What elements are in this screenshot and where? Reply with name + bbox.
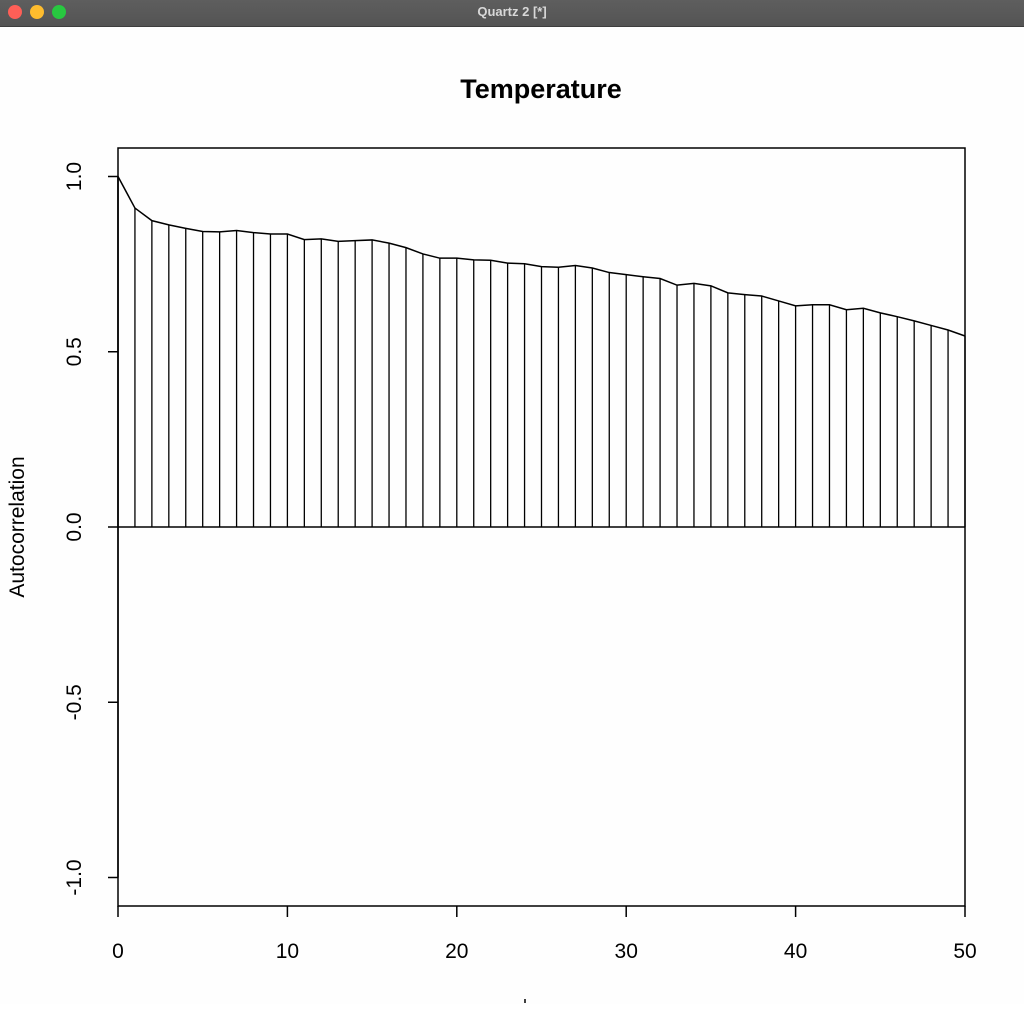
x-tick-label: 0 — [112, 940, 124, 963]
y-tick-label: 0.5 — [63, 337, 86, 366]
zoom-window-button[interactable] — [52, 5, 66, 19]
x-tick-label: 30 — [615, 940, 638, 963]
x-tick-label: 50 — [953, 940, 976, 963]
close-window-button[interactable] — [8, 5, 22, 19]
chart-title: Temperature — [460, 74, 622, 104]
acf-line — [117, 176, 966, 337]
acf-chart: Temperature Autocorrelation -1.0 -0.5 0.0 0… — [6, 74, 977, 1003]
y-tick-label: -1.0 — [63, 859, 86, 895]
x-axis: 0 10 20 30 40 50 — [112, 906, 977, 963]
window-title: Quartz 2 [*] — [477, 4, 547, 19]
acf-bars — [117, 176, 966, 527]
minimize-window-button[interactable] — [30, 5, 44, 19]
plot-canvas: Temperature Autocorrelation -1.0 -0.5 0.0 0… — [0, 27, 1024, 1004]
x-tick-label: 20 — [445, 940, 468, 963]
y-tick-label: 1.0 — [63, 162, 86, 191]
y-tick-label: -0.5 — [63, 684, 86, 720]
y-tick-label: 0.0 — [63, 512, 86, 541]
window-titlebar[interactable]: Quartz 2 [*] — [0, 0, 1024, 27]
x-tick-label: 40 — [784, 940, 807, 963]
y-axis: -1.0 -0.5 0.0 0.5 1.0 — [63, 162, 119, 896]
y-axis-label: Autocorrelation — [6, 456, 29, 597]
x-tick-label: 10 — [276, 940, 299, 963]
